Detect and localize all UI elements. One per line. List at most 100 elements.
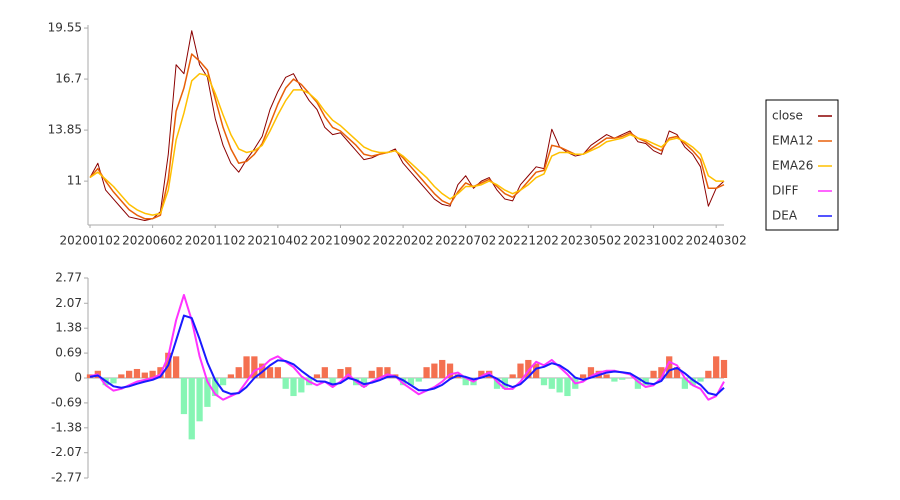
histogram-bar: [141, 372, 148, 378]
histogram-bar: [431, 363, 438, 378]
histogram-bar: [313, 374, 321, 378]
histogram-bar: [689, 378, 696, 386]
histogram-bar: [705, 370, 712, 378]
histogram-bar: [540, 378, 548, 386]
histogram-bar: [376, 367, 383, 378]
histogram-bar: [713, 356, 720, 378]
histogram-bar: [368, 370, 375, 378]
x-tick-label: 20200602: [122, 234, 183, 248]
histogram-bar: [673, 367, 681, 378]
histogram-bar: [446, 363, 454, 378]
histogram-bar: [219, 378, 227, 386]
histogram-bar: [478, 370, 485, 378]
x-tick-label: 20200102: [59, 234, 120, 248]
histogram-bar: [133, 368, 141, 378]
histogram-bar: [697, 378, 704, 382]
histogram-bar: [251, 356, 258, 378]
x-tick-label: 20240302: [686, 234, 747, 248]
histogram-bar: [266, 367, 274, 378]
histogram-bar: [603, 374, 610, 378]
histogram-bar: [415, 378, 422, 382]
histogram-bar: [587, 367, 595, 378]
x-tick-label: 20201102: [185, 234, 246, 248]
y-tick-label: 11: [67, 174, 82, 188]
y-tick-label: 13.85: [48, 123, 82, 137]
histogram-bar: [126, 370, 133, 378]
histogram-bar: [650, 370, 657, 378]
histogram-bar: [188, 378, 195, 440]
legend-label: DIFF: [772, 184, 799, 198]
histogram-bar: [243, 356, 250, 378]
histogram-bar: [634, 378, 642, 389]
histogram-bar: [509, 374, 516, 378]
histogram-bar: [619, 378, 626, 380]
histogram-bar: [384, 367, 391, 378]
histogram-bar: [337, 368, 344, 378]
histogram-bar: [172, 356, 180, 378]
histogram-bar: [533, 363, 540, 378]
x-tick-label: 20230502: [560, 234, 621, 248]
legend-label: close: [772, 109, 803, 123]
histogram-bar: [517, 363, 524, 378]
legend-label: EMA26: [772, 159, 813, 173]
histogram-bar: [204, 378, 211, 407]
series-line: [89, 314, 725, 396]
legend-label: DEA: [772, 209, 798, 223]
histogram-bar: [274, 367, 281, 378]
histogram-bar: [298, 378, 305, 393]
histogram-bar: [180, 378, 188, 415]
histogram-bar: [611, 378, 618, 382]
x-tick-label: 20210402: [247, 234, 308, 248]
histogram-bar: [439, 359, 446, 378]
y-tick-label: 2.77: [55, 271, 82, 285]
series-line: [89, 53, 725, 220]
histogram-bar: [282, 378, 289, 389]
histogram-bar: [360, 378, 368, 388]
y-tick-label: 16.7: [55, 72, 82, 86]
histogram-bar: [290, 378, 297, 397]
histogram-bar: [118, 374, 125, 378]
histogram-bar: [321, 367, 328, 378]
histogram-bar: [423, 367, 430, 378]
y-tick-label: 19.55: [48, 21, 82, 35]
x-tick-label: 20221202: [498, 234, 559, 248]
histogram-bar: [681, 378, 688, 389]
histogram-bar: [329, 378, 336, 386]
histogram-bar: [196, 378, 203, 422]
y-tick-label: -2.77: [51, 471, 82, 485]
histogram-bar: [493, 378, 501, 389]
histogram-bar: [235, 367, 242, 378]
histogram-bar: [556, 378, 563, 393]
y-tick-label: 0.69: [55, 346, 82, 360]
histogram-bar: [548, 378, 555, 389]
series-line: [89, 72, 724, 216]
histogram-bar: [720, 359, 728, 378]
histogram-bar: [579, 374, 587, 378]
histogram-bar: [642, 378, 649, 386]
histogram-bar: [407, 378, 415, 386]
histogram-bar: [399, 378, 407, 386]
histogram-bar: [212, 378, 219, 397]
histogram-bar: [564, 378, 571, 397]
histogram-bar: [345, 367, 352, 378]
x-tick-label: 20231002: [623, 234, 684, 248]
y-tick-label: 0: [74, 371, 82, 385]
histogram-bar: [666, 356, 673, 378]
histogram-bar: [525, 359, 532, 378]
y-tick-label: 2.07: [55, 296, 82, 310]
histogram-bar: [462, 378, 469, 386]
x-tick-label: 20210902: [310, 234, 371, 248]
y-tick-label: -0.69: [51, 395, 82, 409]
legend-label: EMA12: [772, 134, 813, 148]
y-tick-label: 1.38: [55, 321, 82, 335]
legend-box: [765, 99, 839, 231]
histogram-bar: [110, 378, 117, 384]
y-tick-label: -1.38: [51, 420, 82, 434]
x-tick-label: 20220702: [435, 234, 496, 248]
series-line: [89, 30, 725, 222]
y-tick-label: -2.07: [51, 445, 82, 459]
histogram-bar: [149, 370, 156, 378]
histogram-bar: [658, 367, 665, 378]
histogram-bar: [227, 374, 235, 378]
